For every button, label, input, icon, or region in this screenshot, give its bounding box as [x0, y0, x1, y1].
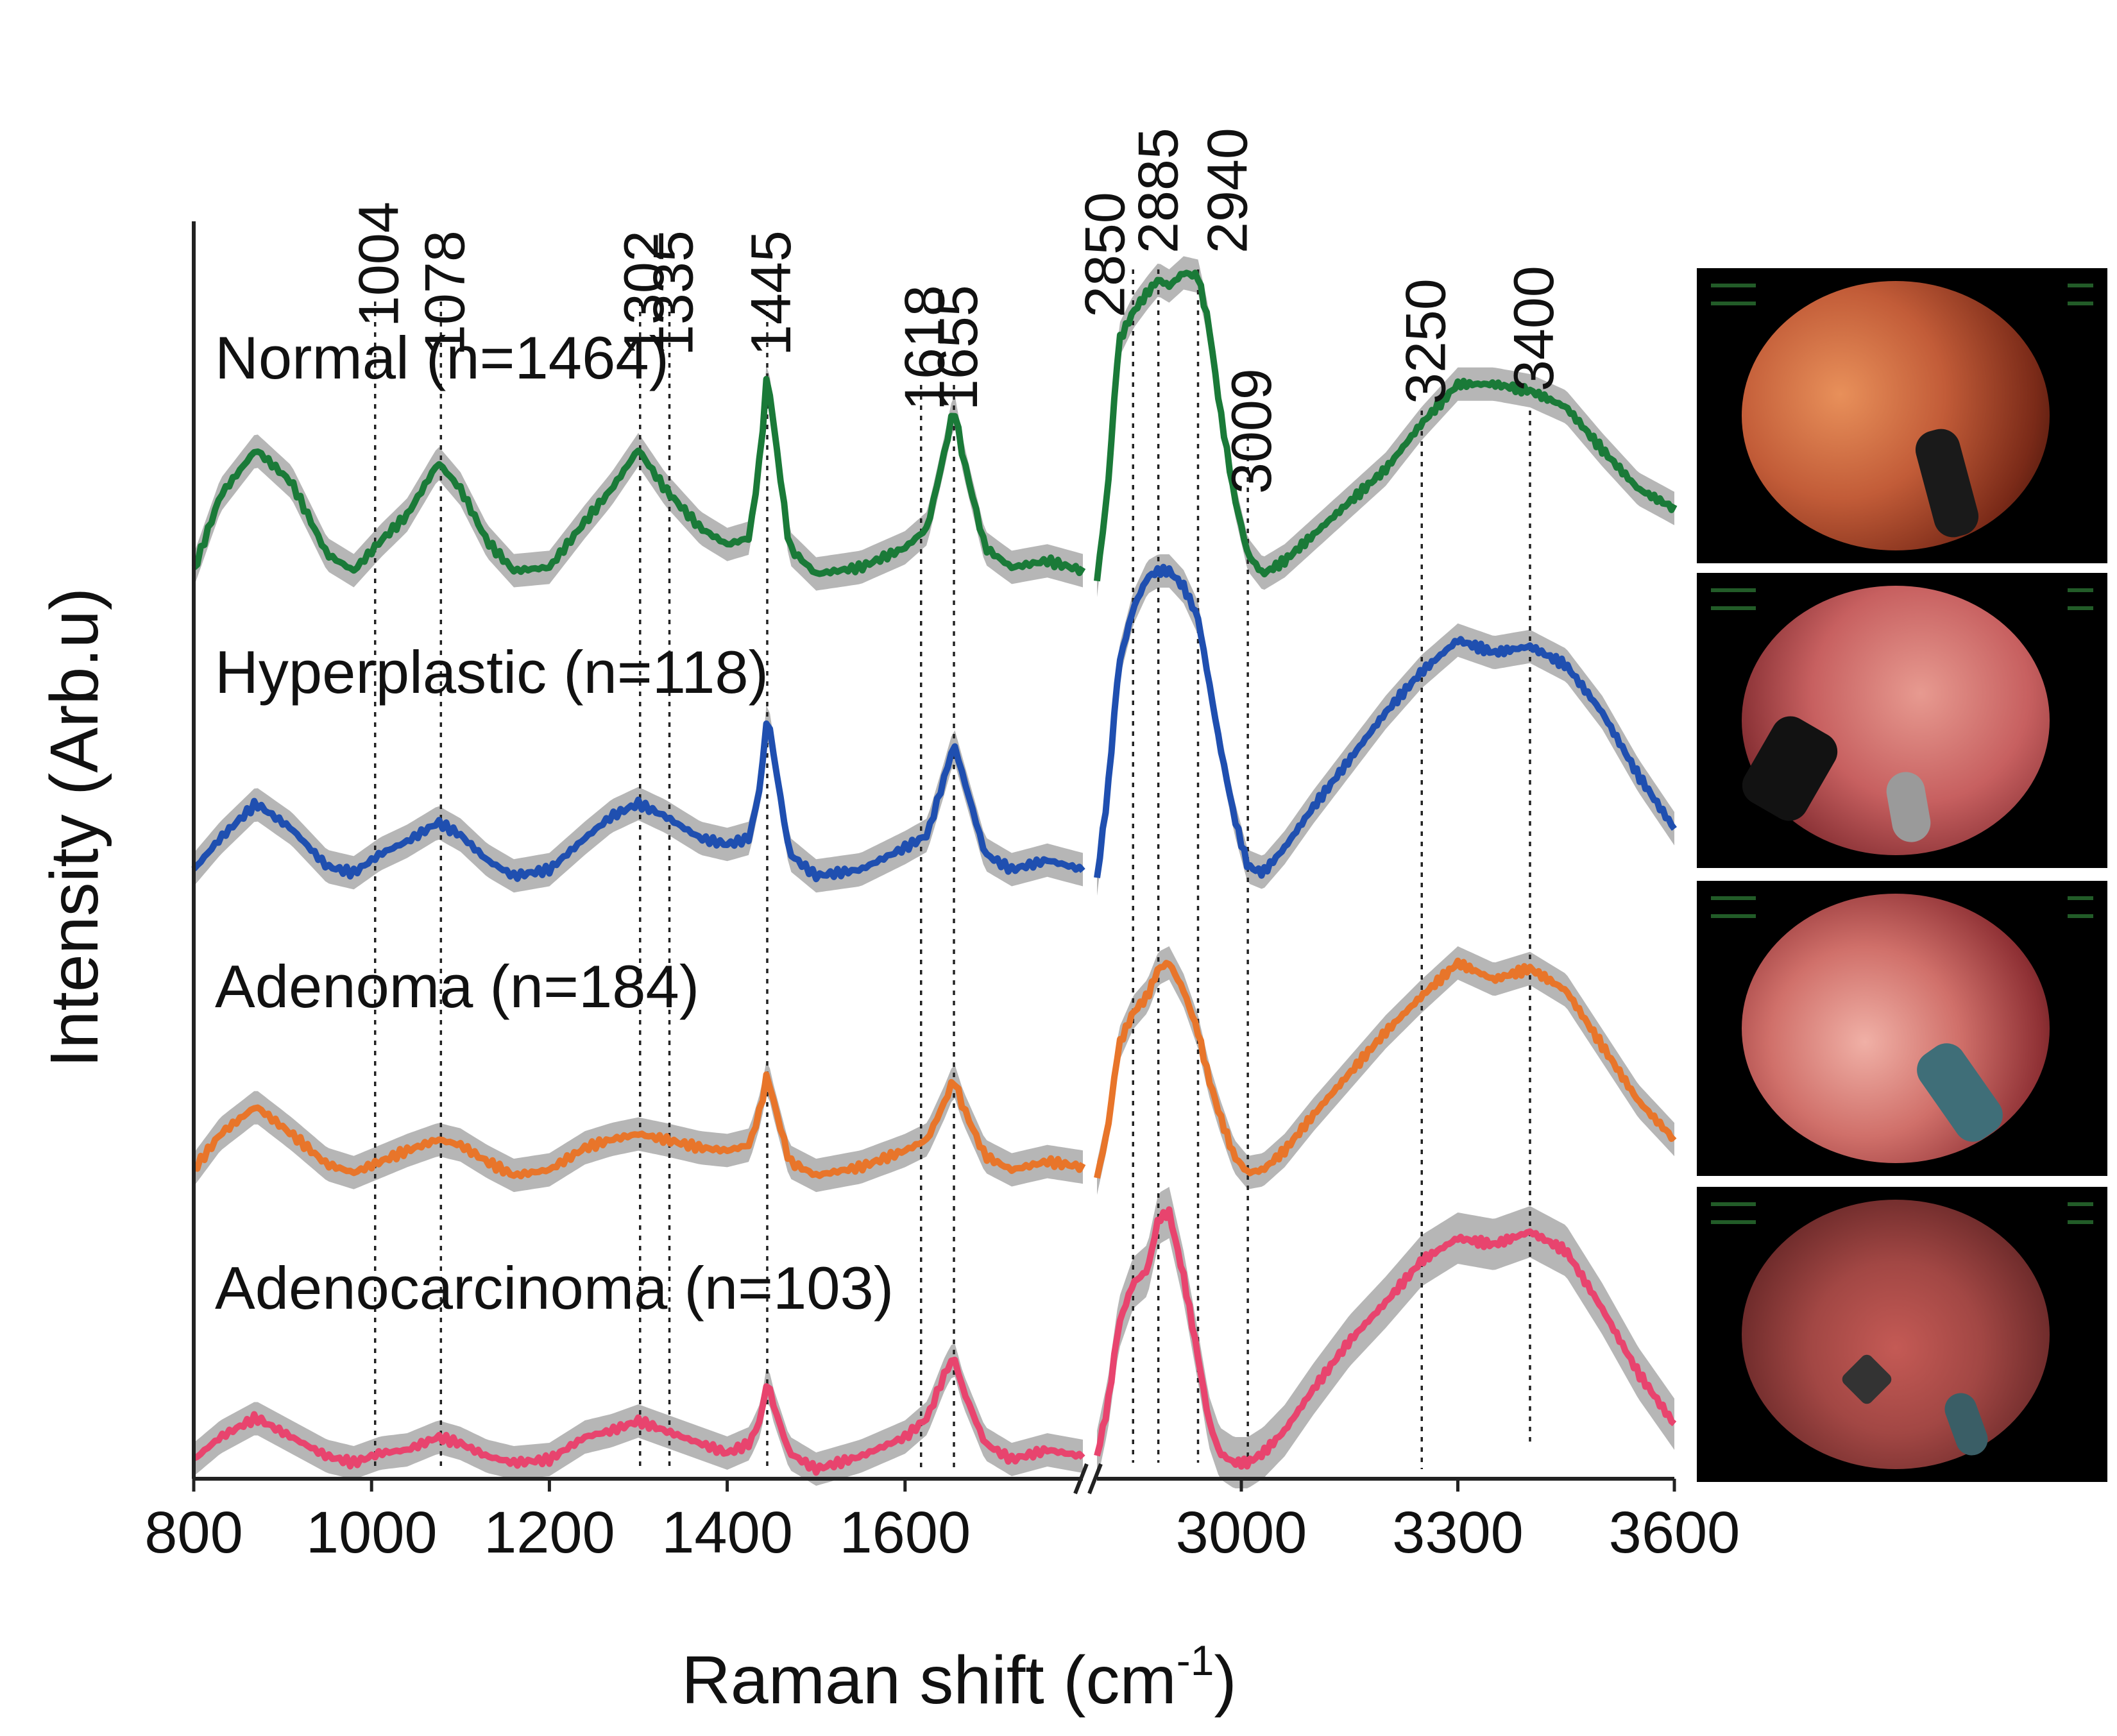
series-line-hyperplastic [1094, 563, 1677, 879]
y-axis-title: Intensity (Arb.u) [37, 588, 112, 1068]
peak-label-2885: 2885 [1127, 128, 1190, 253]
std-band-normal [1097, 256, 1674, 597]
series-line-hyperplastic [191, 720, 1085, 883]
endoscopy-image-normal [1697, 268, 2107, 563]
series-line-adenoma [1094, 957, 1677, 1179]
peak-label-1655: 1655 [926, 285, 989, 411]
osd-overlay [1711, 284, 1756, 305]
osd-overlay [1711, 588, 1756, 610]
series-line-adenocarcinoma [192, 1356, 1085, 1476]
series-line-normal [1094, 269, 1678, 582]
osd-overlay [1711, 1202, 1756, 1224]
std-band-normal [194, 365, 1083, 591]
peak-label-3250: 3250 [1393, 278, 1457, 404]
x-tick-label-1000: 1000 [306, 1500, 438, 1565]
x-tick-label-3000: 3000 [1176, 1500, 1307, 1565]
series-label-adenocarcinoma: Adenocarcinoma (n=103) [215, 1254, 894, 1322]
peak-label-1618: 1618 [893, 285, 956, 411]
endoscopy-view [1742, 1200, 2050, 1469]
x-tick-label-1600: 1600 [839, 1500, 971, 1565]
x-tick-label-1400: 1400 [661, 1500, 793, 1565]
peak-label-3400: 3400 [1502, 266, 1565, 391]
peak-label-2850: 2850 [1073, 192, 1136, 318]
std-band-adenocarcinoma [1097, 1187, 1674, 1488]
std-band-hyperplastic [1097, 554, 1674, 896]
x-ticks: 800 1000 1200 1400 1600 3000 3300 3600 [144, 1479, 1740, 1565]
series-line-adenocarcinoma [1094, 1206, 1677, 1470]
series-line-adenoma [192, 1071, 1086, 1180]
peak-label-1302: 1302 [612, 230, 676, 356]
series-labels: Normal (n=1464) Hyperplastic (n=118) Adeno… [215, 324, 894, 1322]
osd-overlay [2068, 1202, 2093, 1224]
endoscopy-image-adenocarcinoma [1697, 1187, 2107, 1482]
peak-reference-lines [373, 269, 1531, 1469]
axis-break-mark [1087, 1463, 1103, 1495]
osd-overlay [2068, 588, 2093, 610]
axis-break-mark [1073, 1463, 1089, 1495]
endoscopy-view [1742, 894, 2050, 1163]
x-axis-title-text: Raman shift (cm [681, 1642, 1177, 1718]
endoscopy-image-hyperplastic [1697, 573, 2107, 868]
series-label-normal: Normal (n=1464) [215, 324, 669, 391]
x-tick-label-3300: 3300 [1392, 1500, 1524, 1565]
std-band-adenoma [194, 1061, 1083, 1193]
osd-overlay [2068, 284, 2093, 305]
x-tick-label-800: 800 [144, 1500, 243, 1565]
peak-label-1078: 1078 [412, 230, 476, 356]
series-line-normal [191, 375, 1086, 577]
peak-label-1445: 1445 [739, 230, 803, 356]
osd-overlay [2068, 896, 2093, 918]
axes [192, 221, 1674, 1495]
endoscopy-image-adenoma [1697, 881, 2107, 1176]
peak-label-3009: 3009 [1220, 368, 1283, 494]
peak-label-1004: 1004 [347, 201, 411, 327]
x-tick-label-3600: 3600 [1609, 1500, 1740, 1565]
x-axis-title-superscript: -1 [1177, 1637, 1214, 1684]
osd-overlay [1711, 896, 1756, 918]
peak-label-1335: 1335 [642, 230, 705, 356]
x-axis-title: Raman shift (cm-1) [681, 1637, 1237, 1718]
series-label-hyperplastic: Hyperplastic (n=118) [215, 638, 769, 706]
series-label-adenoma: Adenoma (n=184) [215, 953, 699, 1020]
spectrum-lines [191, 269, 1678, 1476]
endoscopy-view [1742, 281, 2050, 550]
x-tick-label-1200: 1200 [484, 1500, 615, 1565]
peak-label-2940: 2940 [1196, 128, 1259, 253]
x-axis-title-suffix: ) [1214, 1642, 1236, 1718]
